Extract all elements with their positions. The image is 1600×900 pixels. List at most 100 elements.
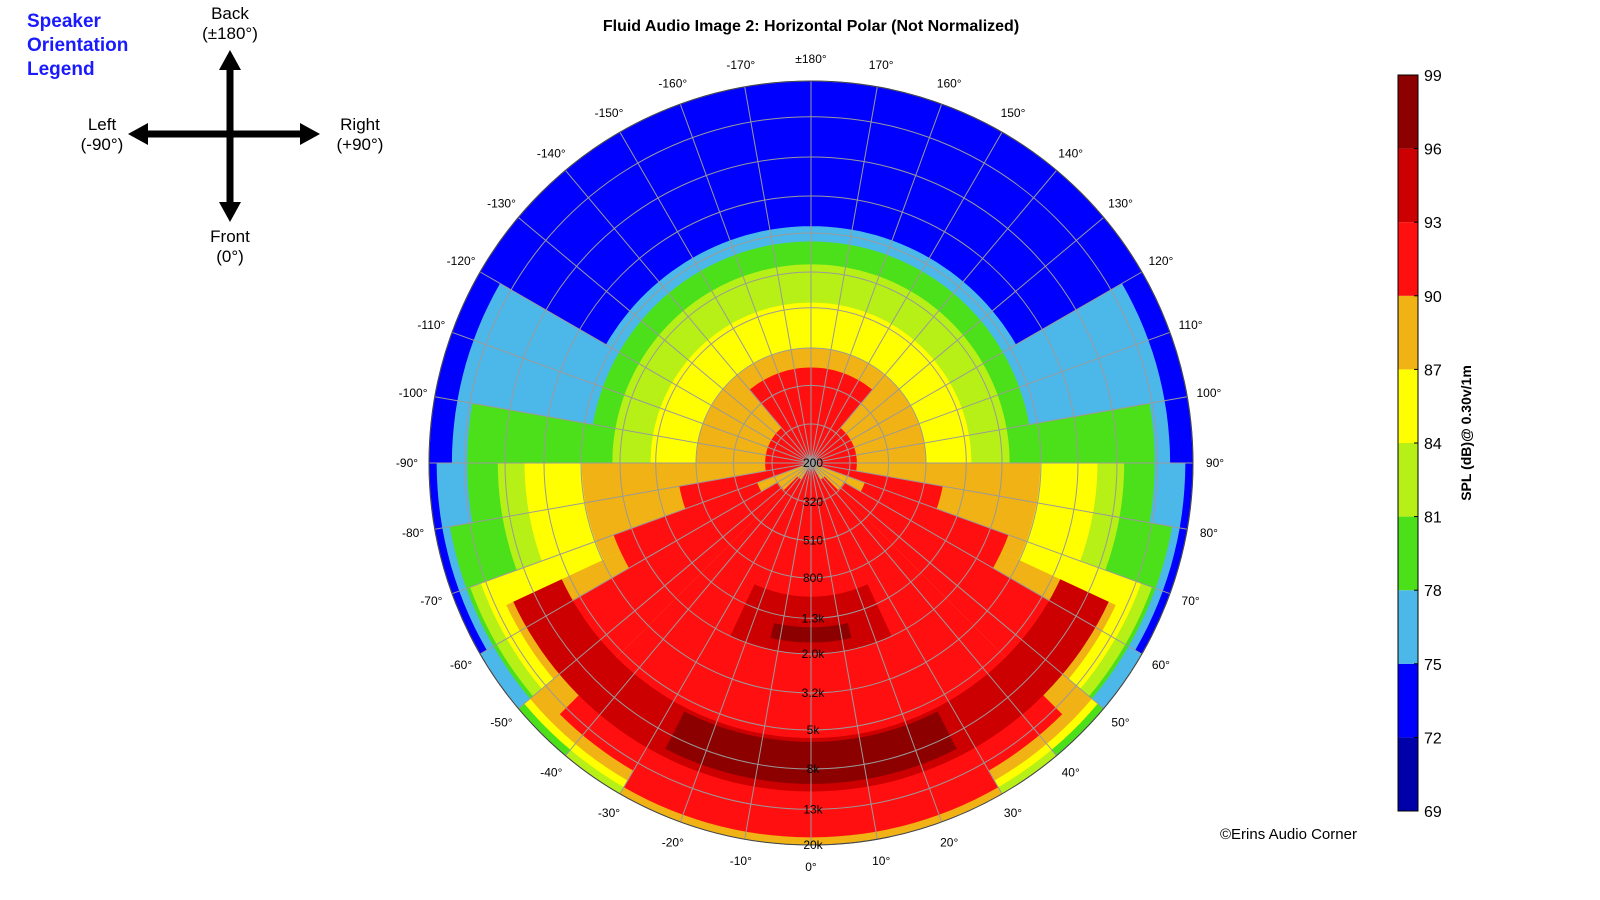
- grid-spoke: [810, 86, 878, 464]
- colorbar-segment-96: [1398, 75, 1418, 149]
- grid-spoke: [810, 170, 1057, 464]
- angle-tick-label: 100°: [1196, 386, 1221, 400]
- grid-spoke: [744, 462, 812, 840]
- left-text: Left: [87, 115, 117, 134]
- colorbar-tick-label: 96: [1424, 142, 1442, 159]
- colorbar-tick-label: 69: [1424, 804, 1442, 821]
- orientation-arrows: [128, 50, 320, 222]
- grid-spoke: [810, 462, 1143, 655]
- colorbar-segment-81: [1398, 443, 1418, 517]
- grid-spoke: [451, 331, 812, 464]
- colorbar-tick-label: 99: [1424, 68, 1442, 85]
- back-label: Back (±180°): [194, 4, 266, 44]
- colorbar-segment-87: [1398, 295, 1418, 370]
- legend-title-line: Orientation: [27, 35, 129, 56]
- spl-band-90-right: [811, 367, 873, 463]
- right-text: Right: [340, 115, 380, 134]
- right-label: Right (+90°): [324, 115, 396, 155]
- colorbar-label: SPL (dB)@ 0.30v/1m: [1458, 365, 1474, 501]
- angle-tick-label: -40°: [540, 766, 562, 780]
- left-angle: (-90°): [80, 135, 124, 154]
- colorbar-tick-label: 84: [1424, 436, 1442, 453]
- angle-tick-label: -70°: [420, 594, 442, 608]
- angle-tick-label: -120°: [447, 254, 476, 268]
- angle-tick-label: -100°: [399, 386, 428, 400]
- radial-tick-label: 200: [803, 456, 823, 470]
- orientation-legend-title: Speaker Orientation Legend: [27, 10, 128, 82]
- legend-title-line: Legend: [27, 59, 95, 80]
- angle-tick-label: 30°: [1004, 806, 1022, 820]
- colorbar-tick-label: 75: [1424, 657, 1442, 674]
- colorbar-tick-label: 72: [1424, 730, 1442, 747]
- grid-spoke: [810, 462, 1057, 756]
- radial-tick-labels: 200 320 510 800 1.3k 2.0k 3.2k 5k 8k 13k 20k: [802, 456, 826, 852]
- radial-tick-label: 2.0k: [802, 647, 826, 661]
- colorbar-tick-label: 81: [1424, 510, 1442, 527]
- legend-title-line: Speaker: [27, 11, 101, 32]
- grid-spoke: [810, 462, 878, 840]
- colorbar: 99 96 93 90 87 84 81 78 75 72 69: [1397, 68, 1442, 821]
- radial-tick-label: 320: [803, 495, 823, 509]
- angle-tick-label: -60°: [450, 658, 472, 672]
- spl-band-90-left: [553, 482, 784, 674]
- back-text: Back: [211, 4, 249, 23]
- angle-tick-label: 160°: [937, 76, 962, 90]
- grid-spoke: [810, 462, 1188, 530]
- grid-spoke: [810, 103, 943, 464]
- grid-spoke: [810, 131, 1003, 464]
- radial-tick-label: 510: [803, 534, 823, 548]
- colorbar-tick-label: 90: [1424, 289, 1442, 306]
- grid-spoke: [810, 271, 1143, 464]
- colorbar-segment-90: [1398, 222, 1418, 296]
- grid-spoke: [479, 271, 812, 464]
- angle-tick-label: -160°: [658, 76, 687, 90]
- angle-tick-label: 40°: [1062, 766, 1080, 780]
- chart-title: Fluid Audio Image 2: Horizontal Polar (N…: [603, 18, 1019, 35]
- spl-band-90-left: [679, 464, 804, 509]
- angle-tick-labels: ±180° 170° 160° 150° 140° 130° 120° 110° 100° 90°…: [396, 52, 1224, 874]
- angle-tick-label: 130°: [1108, 196, 1133, 210]
- angle-tick-label: -10°: [730, 854, 752, 868]
- angle-tick-label: 110°: [1179, 318, 1203, 332]
- arrow-left-icon: [128, 123, 148, 145]
- grid-spoke: [679, 103, 812, 464]
- angle-tick-label: -80°: [402, 526, 424, 540]
- angle-tick-label: 50°: [1111, 716, 1129, 730]
- colorbar-segment-93: [1398, 148, 1418, 223]
- grid-spoke: [810, 462, 1003, 795]
- spl-band-96-left: [665, 711, 811, 784]
- arrow-right-icon: [300, 123, 320, 145]
- grid-spoke: [619, 131, 812, 464]
- angle-tick-label: -140°: [537, 147, 566, 161]
- grid-spoke: [434, 396, 812, 464]
- angle-tick-label: 150°: [1001, 106, 1026, 120]
- spl-band-90-right: [838, 482, 1069, 674]
- colorbar-segment-84: [1398, 369, 1418, 443]
- radial-tick-label: 8k: [807, 762, 821, 776]
- grid-spoke: [810, 462, 1171, 595]
- grid-spoke: [679, 462, 812, 823]
- radial-tick-label: 5k: [807, 723, 821, 737]
- radial-tick-label: 20k: [803, 838, 823, 852]
- colorbar-tick-label: 87: [1424, 362, 1442, 379]
- grid-spoke: [810, 331, 1171, 464]
- colorbar-segment-75: [1398, 590, 1418, 664]
- left-label: Left (-90°): [66, 115, 138, 155]
- spl-band-96-right: [811, 711, 957, 784]
- radial-tick-label: 800: [803, 571, 823, 585]
- angle-tick-label: -90°: [396, 456, 418, 470]
- grid-spoke: [565, 462, 812, 756]
- radial-tick-label: 1.3k: [802, 611, 826, 625]
- back-angle: (±180°): [202, 24, 258, 43]
- grid-spoke: [518, 462, 812, 709]
- angle-tick-label: -20°: [662, 836, 684, 850]
- angle-tick-label: -130°: [487, 196, 516, 210]
- spl-band-90-left: [749, 367, 811, 463]
- angle-tick-label: -30°: [598, 806, 620, 820]
- spl-band-90-left: [613, 482, 762, 569]
- grid-spoke: [810, 462, 1104, 709]
- right-angle: (+90°): [336, 135, 384, 154]
- colorbar-tick-label: 78: [1424, 583, 1442, 600]
- angle-tick-label: 60°: [1152, 658, 1170, 672]
